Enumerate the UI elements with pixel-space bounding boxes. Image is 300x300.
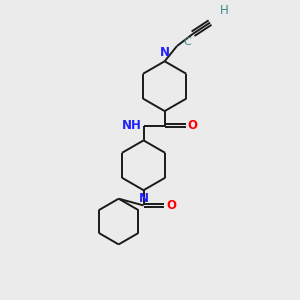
Text: O: O: [188, 119, 198, 132]
Text: H: H: [219, 4, 228, 17]
Text: C: C: [184, 37, 192, 47]
Text: O: O: [166, 199, 176, 212]
Text: N: N: [160, 46, 170, 59]
Text: NH: NH: [122, 119, 142, 132]
Text: N: N: [139, 192, 148, 205]
